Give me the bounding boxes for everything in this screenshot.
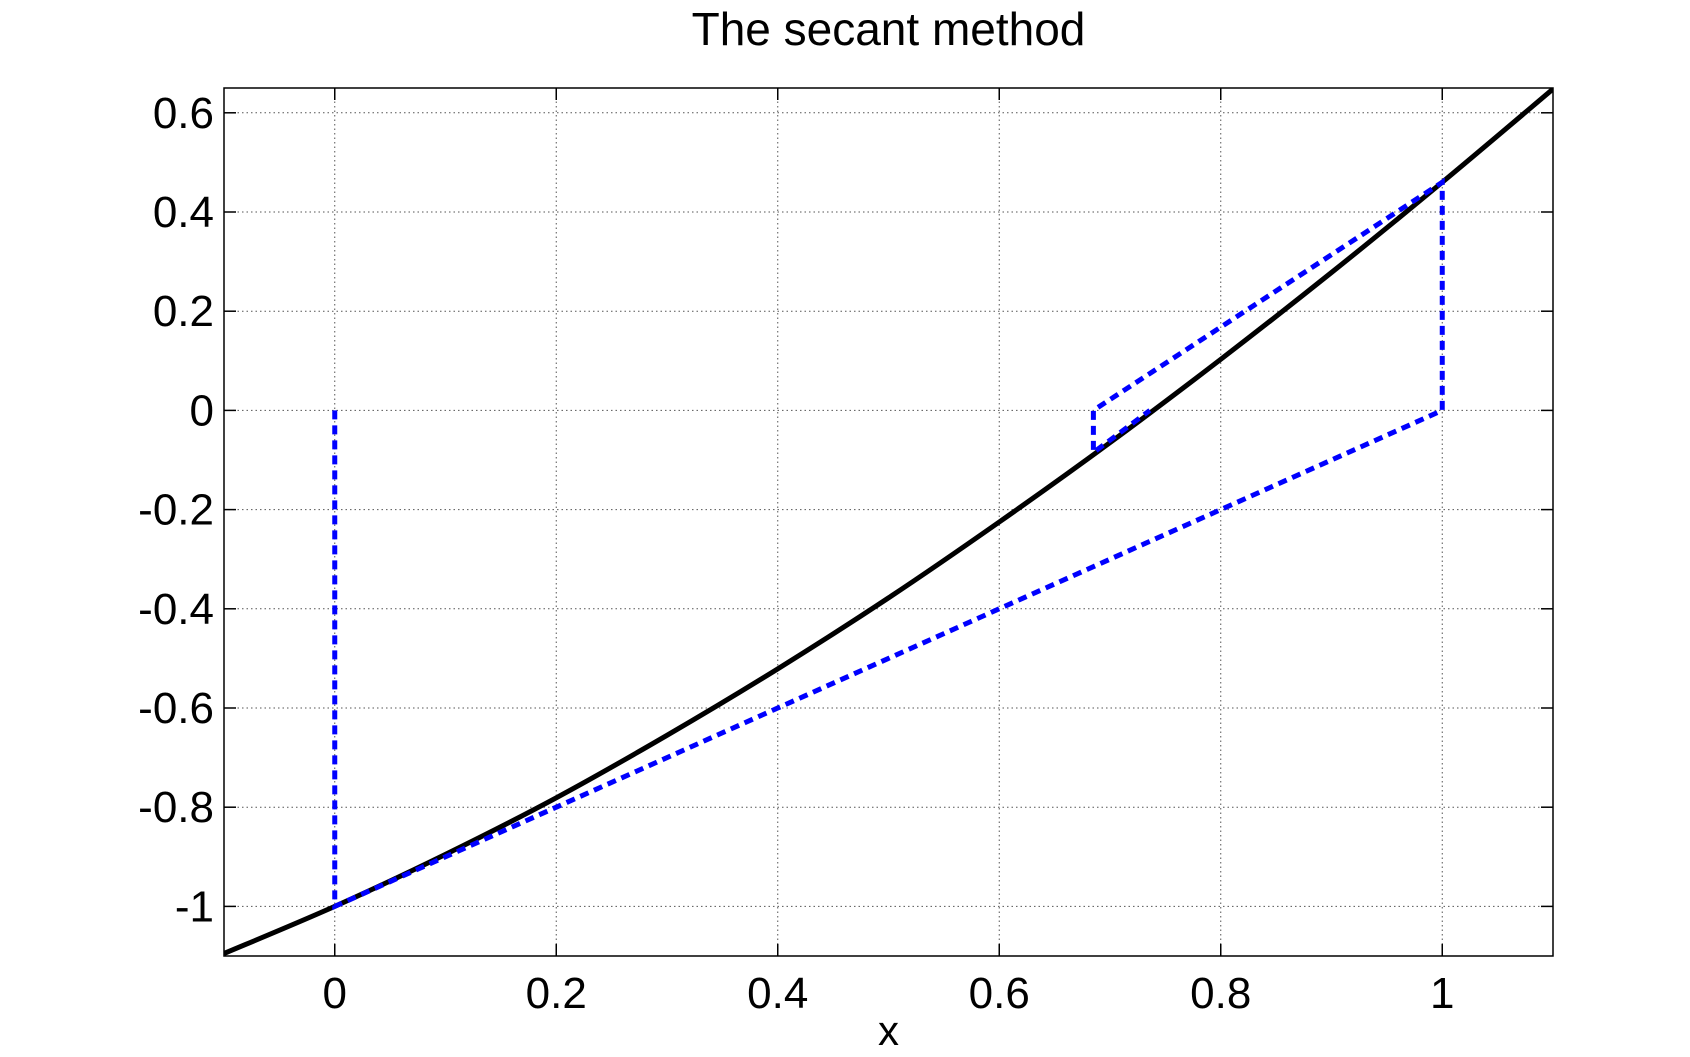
y-tick-label: 0 bbox=[190, 386, 214, 435]
x-tick-label: 0.4 bbox=[747, 969, 808, 1018]
grid bbox=[224, 88, 1553, 956]
ticks bbox=[224, 88, 1553, 956]
secant-path bbox=[332, 177, 1445, 911]
y-tick-label: 0.2 bbox=[153, 287, 214, 336]
y-tick-label: 0.6 bbox=[153, 89, 214, 138]
series-layer bbox=[224, 88, 1553, 956]
y-tick-label: 0.4 bbox=[153, 188, 214, 237]
x-tick-label: 0 bbox=[323, 969, 347, 1018]
x-tick-label: 0.8 bbox=[1190, 969, 1251, 1018]
x-tick-label: 0.6 bbox=[969, 969, 1030, 1018]
x-tick-label: 0.2 bbox=[526, 969, 587, 1018]
y-tick-labels: -1 -0.8 -0.6 -0.4 -0.2 0 0.2 0.4 0.6 bbox=[138, 89, 214, 932]
y-tick-label: -1 bbox=[175, 882, 214, 931]
x-axis-label: x bbox=[878, 1007, 899, 1054]
y-tick-label: -0.6 bbox=[138, 684, 214, 733]
chart-title: The secant method bbox=[692, 3, 1086, 55]
y-tick-label: -0.4 bbox=[138, 585, 214, 634]
x-tick-labels: 0 0.2 0.4 0.6 0.8 1 bbox=[323, 969, 1455, 1018]
plot-frame bbox=[223, 87, 1554, 957]
y-tick-label: -0.8 bbox=[138, 783, 214, 832]
x-tick-label: 1 bbox=[1430, 969, 1454, 1018]
y-tick-label: -0.2 bbox=[138, 486, 214, 535]
